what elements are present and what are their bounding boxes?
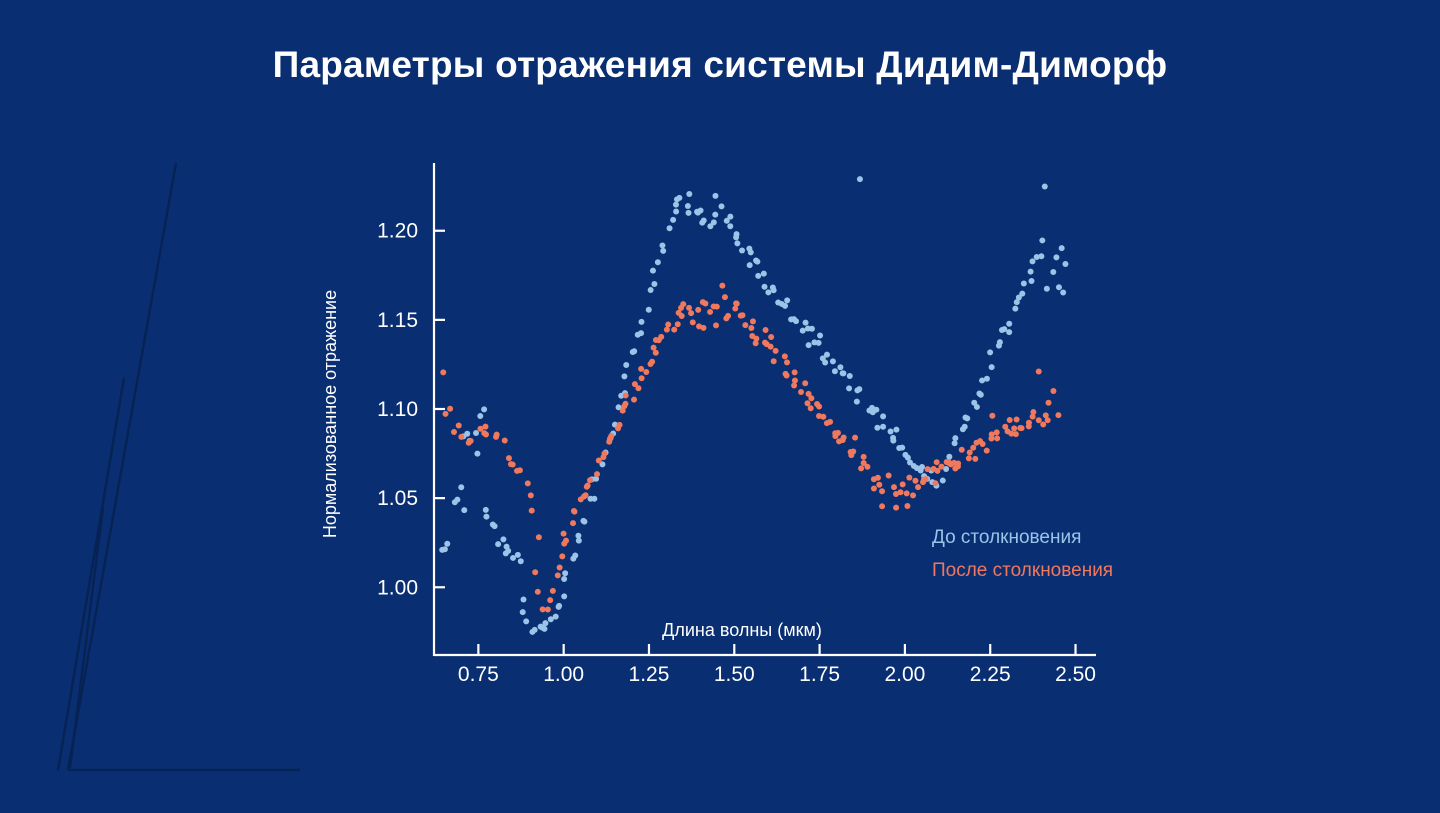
series-2-points bbox=[440, 282, 1062, 613]
x-tick-label: 0.75 bbox=[458, 663, 499, 686]
legend-item-2: После столкновения bbox=[932, 560, 1113, 581]
x-tick-label: 2.25 bbox=[970, 663, 1011, 686]
y-tick-label: 1.20 bbox=[377, 220, 418, 243]
x-tick-label: 2.50 bbox=[1055, 663, 1096, 686]
x-tick-label: 1.75 bbox=[799, 663, 840, 686]
y-tick-label: 1.15 bbox=[377, 309, 418, 332]
y-axis-ticks: 1.00 1.05 1.10 1.15 1.20 bbox=[377, 220, 445, 599]
legend-item-1: До столкновения bbox=[932, 527, 1081, 548]
y-tick-label: 1.10 bbox=[377, 398, 418, 421]
y-tick-label: 1.05 bbox=[377, 487, 418, 510]
x-axis-ticks: 0.75 1.00 1.25 1.50 1.75 2.00 2.25 2.50 bbox=[458, 644, 1096, 686]
y-tick-label: 1.00 bbox=[377, 576, 418, 599]
x-tick-label: 2.00 bbox=[884, 663, 925, 686]
x-tick-label: 1.00 bbox=[543, 663, 584, 686]
x-axis-title: Длина волны (мкм) bbox=[662, 620, 822, 640]
y-axis-title: Нормализованное отражение bbox=[320, 290, 340, 538]
chart-axes bbox=[432, 163, 1096, 657]
data-points-layer bbox=[439, 176, 1069, 635]
x-tick-label: 1.25 bbox=[629, 663, 670, 686]
chart-legend: До столкновения После столкновения bbox=[932, 527, 1113, 581]
page-title: Параметры отражения системы Дидим-Диморф bbox=[272, 44, 1168, 85]
x-tick-label: 1.50 bbox=[714, 663, 755, 686]
